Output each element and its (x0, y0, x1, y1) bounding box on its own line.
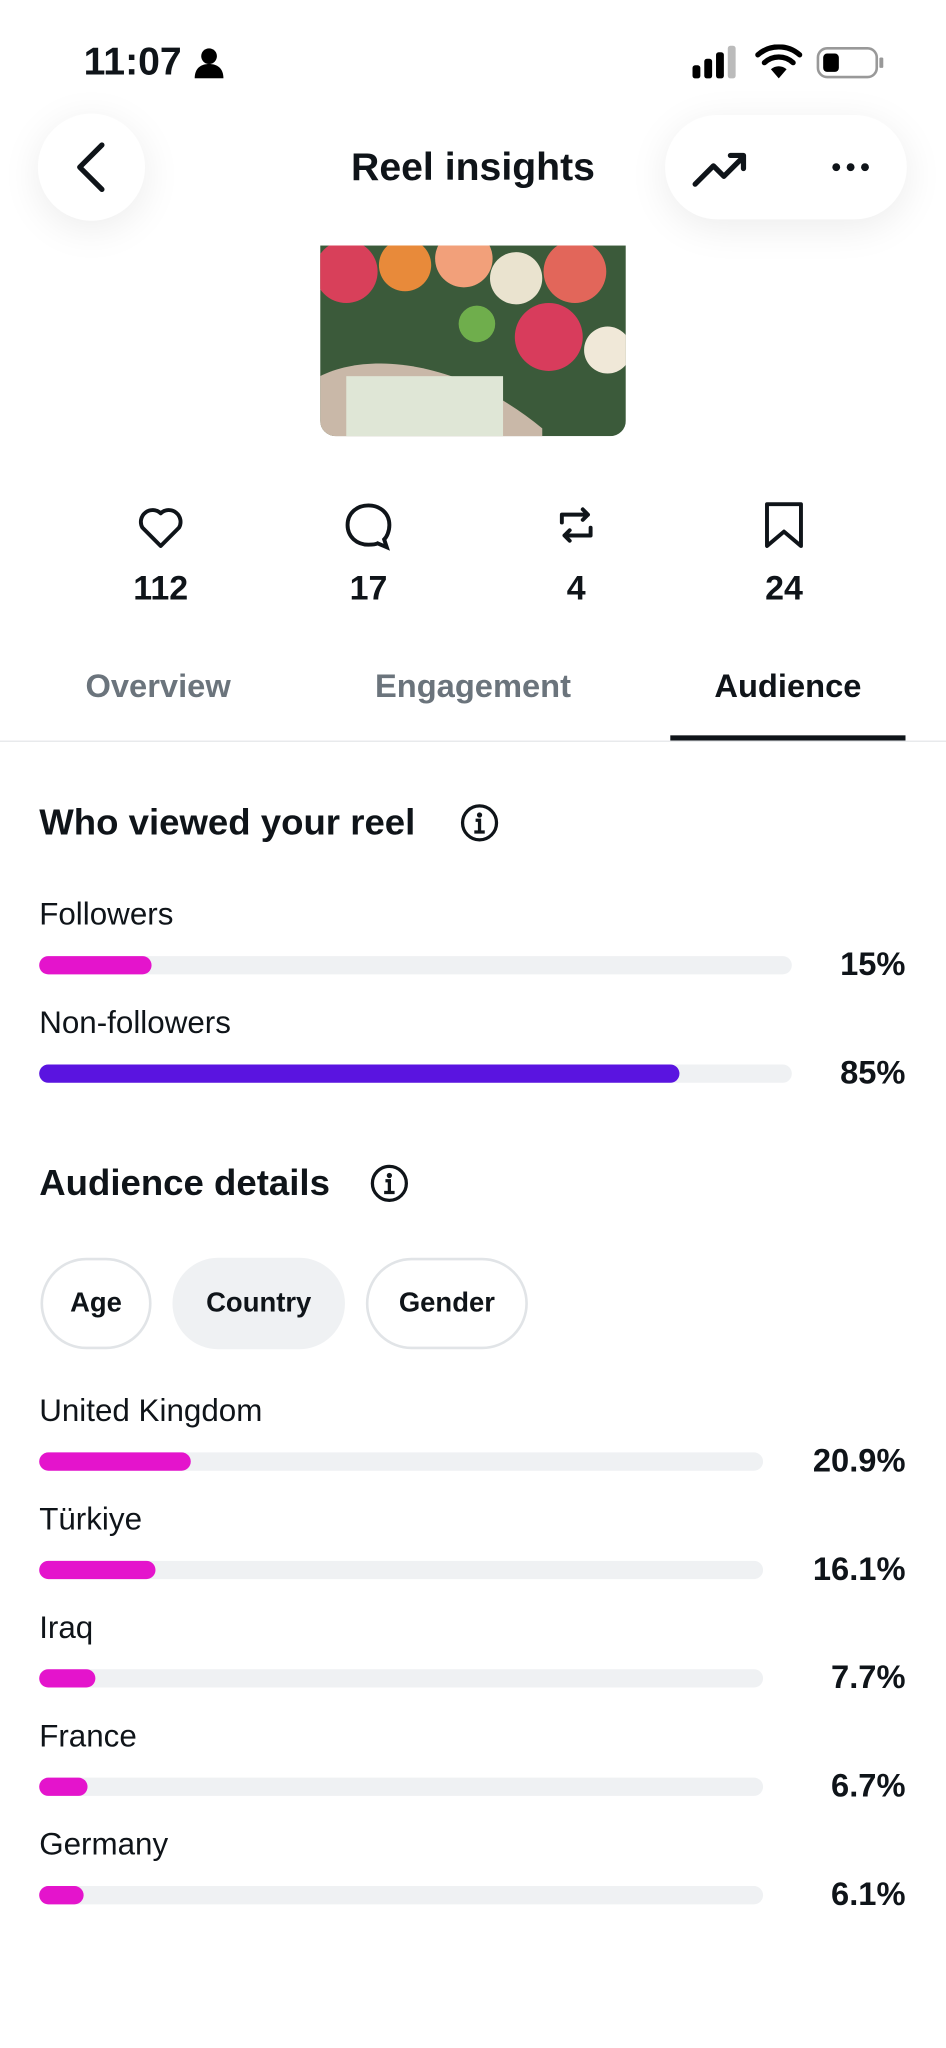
row-label: United Kingdom (39, 1393, 263, 1429)
value-label: 16.1% (812, 1551, 906, 1588)
bar-track (39, 1560, 764, 1580)
bar (39, 1669, 95, 1688)
trend-button[interactable] (691, 141, 748, 193)
row-label: Non-followers (39, 1005, 231, 1041)
tab-indicator (670, 735, 906, 741)
stat-count: 112 (133, 568, 189, 608)
reel-thumbnail[interactable] (320, 245, 626, 437)
value-label: 7.7% (831, 1659, 906, 1696)
stat-count: 17 (349, 568, 388, 608)
stat-count: 24 (765, 568, 803, 608)
bar (39, 1452, 191, 1471)
tab[interactable]: Overview (85, 668, 231, 705)
row-label: Germany (39, 1827, 169, 1863)
divider (0, 740, 946, 742)
bar (39, 1777, 88, 1796)
status-time: 11:07 (83, 40, 182, 84)
row-label: Followers (39, 897, 174, 933)
header-title: Reel insights (351, 146, 595, 190)
bar (39, 1886, 84, 1905)
more-button[interactable] (827, 154, 879, 180)
row-label: Türkiye (39, 1502, 143, 1538)
bar (39, 1064, 679, 1083)
info-icon[interactable] (370, 1164, 409, 1203)
bar (39, 1560, 156, 1580)
tab[interactable]: Engagement (374, 668, 572, 705)
bar (39, 956, 153, 975)
value-label: 20.9% (812, 1442, 906, 1480)
info-icon[interactable] (460, 803, 499, 842)
value-label: 6.1% (831, 1876, 906, 1913)
row-label: Iraq (39, 1610, 94, 1646)
stat-icons (138, 502, 803, 551)
filter-chip[interactable]: Age (40, 1257, 152, 1350)
filter-chip[interactable]: Country (172, 1257, 345, 1350)
bar-track (39, 1452, 764, 1471)
bar-track (39, 1886, 764, 1905)
value-label: 15% (840, 946, 906, 983)
header-actions (665, 114, 907, 220)
bar-track (39, 1669, 764, 1688)
status-icons (692, 44, 884, 79)
value-label: 6.7% (831, 1767, 906, 1805)
bar-track (39, 1064, 792, 1083)
filter-chip[interactable]: Gender (365, 1257, 528, 1350)
row-label: France (39, 1718, 137, 1755)
back-button[interactable] (37, 113, 146, 221)
section-title: Who viewed your reel (39, 801, 416, 843)
tab[interactable]: Audience (714, 668, 862, 705)
bar-track (39, 1777, 764, 1796)
value-label: 85% (840, 1054, 906, 1092)
section-title: Audience details (39, 1162, 330, 1203)
stat-count: 4 (566, 568, 586, 608)
person-icon (194, 48, 224, 79)
bar-track (39, 956, 792, 975)
